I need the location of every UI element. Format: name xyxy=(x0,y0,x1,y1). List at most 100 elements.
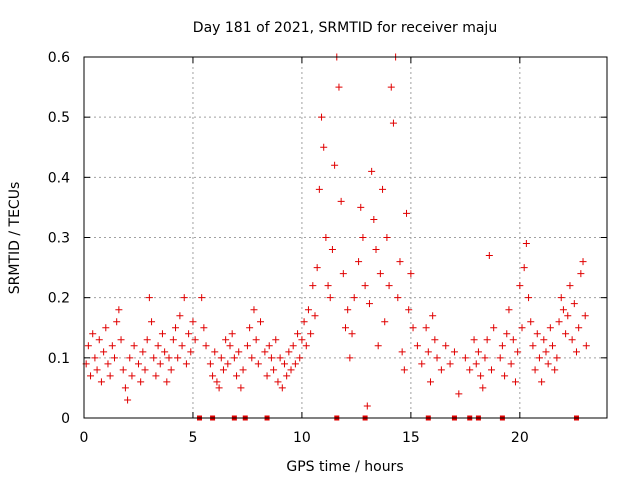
data-point xyxy=(527,318,535,326)
data-point xyxy=(289,342,297,350)
data-point xyxy=(189,318,197,326)
data-point xyxy=(424,348,432,356)
data-point xyxy=(562,330,570,338)
data-point xyxy=(409,324,417,332)
data-point xyxy=(474,348,482,356)
data-point xyxy=(309,282,317,290)
data-point xyxy=(235,348,243,356)
x-tick-label: 0 xyxy=(80,430,89,446)
data-point xyxy=(300,318,308,326)
data-point xyxy=(446,360,454,368)
data-point xyxy=(385,282,393,290)
data-point xyxy=(342,324,349,332)
data-point xyxy=(546,324,554,332)
data-point xyxy=(274,378,282,386)
data-point xyxy=(169,336,177,344)
data-point xyxy=(429,312,437,320)
data-point xyxy=(296,354,304,362)
data-point xyxy=(490,324,498,332)
data-point xyxy=(139,348,147,356)
data-point xyxy=(374,342,382,350)
data-point xyxy=(178,342,186,350)
data-point xyxy=(91,354,99,362)
data-point xyxy=(202,342,210,350)
data-point xyxy=(106,372,114,380)
data-point xyxy=(226,342,234,350)
data-point xyxy=(505,306,513,314)
data-point xyxy=(363,402,371,410)
data-point xyxy=(472,360,480,368)
x-tick-label: 20 xyxy=(511,430,529,446)
data-point xyxy=(570,300,578,308)
data-point xyxy=(302,342,310,350)
data-point xyxy=(228,330,236,338)
grid-lines xyxy=(84,57,607,418)
data-point xyxy=(211,348,219,356)
data-point xyxy=(320,143,328,151)
data-point xyxy=(538,378,546,386)
data-point xyxy=(215,384,223,392)
data-point xyxy=(331,161,339,169)
data-point xyxy=(315,185,323,193)
data-point xyxy=(535,354,543,362)
data-point xyxy=(394,294,402,302)
data-point xyxy=(470,336,478,344)
data-point xyxy=(322,234,330,241)
y-tick-label: 0.6 xyxy=(48,50,70,66)
x-tick-label: 10 xyxy=(293,430,311,446)
data-point xyxy=(566,282,574,290)
data-point xyxy=(396,258,404,266)
data-point xyxy=(455,390,463,398)
data-point xyxy=(553,354,561,362)
x-axis-label: GPS time / hours xyxy=(286,459,403,475)
data-point xyxy=(233,372,241,380)
data-point xyxy=(237,384,245,392)
data-point xyxy=(119,366,127,374)
data-point xyxy=(108,342,116,350)
data-point xyxy=(87,372,95,380)
data-point xyxy=(145,294,153,302)
data-point xyxy=(498,342,506,350)
data-point xyxy=(507,360,515,368)
data-point xyxy=(294,330,302,338)
y-tick-label: 0.2 xyxy=(48,291,70,307)
data-point xyxy=(298,336,306,344)
data-point xyxy=(350,294,358,302)
data-point xyxy=(501,372,509,380)
data-point xyxy=(479,384,487,392)
data-point xyxy=(442,342,450,350)
data-point xyxy=(124,396,132,404)
data-point xyxy=(426,378,434,386)
plot-frame xyxy=(83,56,608,419)
data-point xyxy=(291,360,299,368)
data-point xyxy=(185,330,193,338)
data-point xyxy=(222,336,230,344)
data-point xyxy=(514,348,522,356)
data-point xyxy=(368,167,376,175)
data-point xyxy=(154,342,162,350)
data-point xyxy=(518,324,526,332)
data-point xyxy=(450,348,458,356)
data-point xyxy=(379,185,387,193)
data-point xyxy=(572,348,580,356)
data-point xyxy=(318,113,326,121)
data-point xyxy=(461,354,469,362)
data-point xyxy=(557,294,565,302)
data-point xyxy=(485,252,493,260)
data-point xyxy=(93,366,101,374)
data-point xyxy=(564,312,572,320)
data-point xyxy=(278,384,286,392)
data-point xyxy=(141,366,149,374)
data-point xyxy=(176,312,184,320)
data-point xyxy=(252,336,260,344)
data-point xyxy=(555,318,563,326)
data-point xyxy=(355,258,363,266)
data-point xyxy=(433,354,441,362)
data-point xyxy=(307,330,315,338)
data-point xyxy=(84,342,92,350)
data-point xyxy=(503,330,511,338)
data-point xyxy=(148,318,156,326)
x-tick-label: 5 xyxy=(188,430,197,446)
y-tick-label: 0.4 xyxy=(48,170,70,186)
data-point xyxy=(130,342,138,350)
